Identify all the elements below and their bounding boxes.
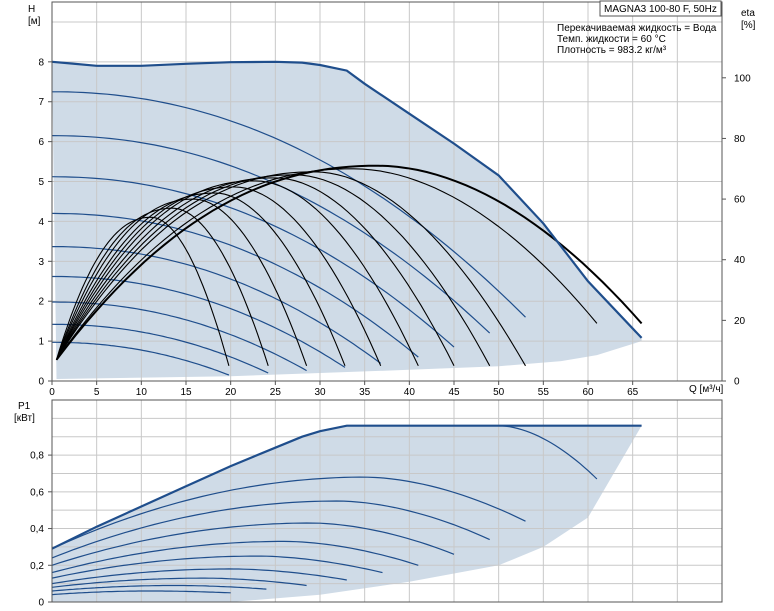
flow-x-tick-label: 20 [225,387,237,398]
head-axis-unit: [м] [28,16,41,27]
power-plot-frame [51,399,723,603]
power-y-ticks: 0 0,2 0,4 0,6 0,8 [30,451,52,609]
flow-x-tick-label: 35 [359,387,371,398]
power-envelope [51,424,642,550]
efficiency-curve [56,180,419,367]
power-axis-label: P1 [18,401,31,412]
flow-x-tick-label: 15 [180,387,192,398]
power-curve-series [51,577,307,588]
efficiency-curve [56,174,491,367]
head-y-tick-label: 4 [38,217,44,228]
flow-x-tick-label: 55 [538,387,550,398]
power-y-tick-label: 0,2 [30,561,44,572]
head-y-tick-label: 6 [38,137,44,148]
flow-x-tick-label: 50 [493,387,505,398]
efficiency-curve [56,186,382,367]
info-fluid: Перекачиваемая жидкость = Вода [557,23,717,34]
power-y-tick-label: 0,6 [30,487,44,498]
info-temperature: Темп. жидкости = 60 °C [557,34,666,45]
power-y-tick-label: 0 [38,598,44,609]
power-axis-unit: [кВт] [14,413,35,424]
power-curve-series [51,540,419,574]
power-curve-series [51,500,490,559]
head-y-tick-label: 2 [38,297,44,308]
power-max-envelope [51,424,642,550]
power-curve-series [51,476,526,550]
eta-y-tick-label: 20 [734,316,746,327]
power-curves [51,425,598,596]
eta-axis-label: eta [741,8,755,19]
eta-y-tick-label: 0 [734,377,740,388]
head-curve-series [51,212,419,358]
flow-x-tick-label: 10 [136,387,148,398]
flow-x-tick-label: 60 [582,387,594,398]
efficiency-curve [56,168,598,361]
head-max-envelope [51,60,643,339]
efficiency-curve [55,164,643,361]
power-curve-series [51,555,383,579]
info-density: Плотность = 983.2 кг/м³ [557,45,667,56]
flow-x-tick-label: 65 [627,387,639,398]
head-y-ticks: 0 1 2 3 4 5 6 7 8 [38,57,52,388]
efficiency-curve [55,207,269,366]
flow-x-tick-label: 40 [404,387,416,398]
head-curve-series [52,341,230,376]
efficiency-curve [55,198,308,366]
chart-title: MAGNA3 100-80 F, 50Hz [604,4,717,15]
eta-y-tick-label: 40 [734,255,746,266]
head-y-tick-label: 3 [38,257,44,268]
efficiency-curve [55,216,230,366]
power-curve-series [51,568,347,585]
eta-y-ticks: 0 20 40 60 80 100 [722,73,751,388]
eta-axis-unit: [%] [741,20,756,31]
power-curve-series [51,522,455,566]
head-curve-series [52,246,382,364]
title-box [599,0,722,17]
flow-x-tick-label: 30 [314,387,326,398]
head-area-fill [52,61,642,380]
head-curve-series [51,323,269,374]
head-y-tick-label: 0 [38,377,44,388]
power-y-tick-label: 0,4 [30,524,44,535]
head-envelope [51,60,643,339]
efficiency-curve [56,171,526,367]
flow-axis-label: Q [м³/ч] [689,384,724,395]
head-curve-series [51,135,491,334]
eta-y-tick-label: 60 [734,195,746,206]
power-curve-series [51,584,267,592]
eta-y-tick-label: 100 [734,73,751,84]
head-y-tick-label: 8 [38,57,44,68]
efficiency-curve [56,177,455,367]
flow-x-ticks: 0 5 10 15 20 25 30 35 40 45 50 55 60 65 [49,381,639,398]
power-y-tick-label: 0,8 [30,451,44,462]
head-y-tick-label: 7 [38,97,44,108]
head-y-tick-label: 5 [38,177,44,188]
efficiency-curve [55,192,346,367]
head-curve-series [52,91,526,318]
head-axis-label: H [28,4,35,15]
flow-x-tick-label: 5 [94,387,100,398]
head-operating-area [52,61,642,380]
head-plot-frame [51,1,723,382]
head-curve-series [51,176,455,348]
head-y-tick-label: 1 [38,337,44,348]
eta-y-tick-label: 80 [734,134,746,145]
power-grid [52,400,722,602]
flow-x-tick-label: 0 [49,387,55,398]
power-curve-series [51,590,231,596]
flow-x-tick-label: 25 [270,387,282,398]
flow-x-tick-label: 45 [448,387,460,398]
power-panel: 0 0,2 0,4 0,6 0,8 P1 [кВт] [14,399,723,609]
efficiency-curves [55,164,643,367]
